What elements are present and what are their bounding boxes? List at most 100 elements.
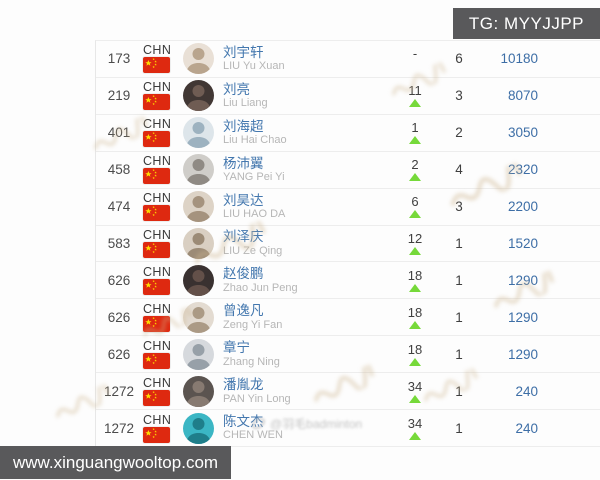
player-name-cell: 曾逸凡 Zeng Yi Fan — [216, 303, 388, 331]
player-name-en: PAN Yin Long — [223, 392, 291, 405]
rank-change-value: 6 — [411, 194, 419, 210]
player-avatar — [182, 301, 214, 333]
events-count: 1 — [455, 420, 463, 436]
country-cell: CHN — [142, 117, 180, 148]
player-name-cn: 潘胤龙 — [223, 377, 264, 393]
rank-value: 1272 — [103, 420, 135, 436]
events-count: 2 — [455, 125, 463, 141]
rank-value: 219 — [107, 88, 131, 104]
player-name-cn: 章宁 — [223, 340, 250, 356]
rank-change-cell: 2 — [388, 158, 442, 182]
country-code: CHN — [143, 301, 172, 316]
events-count: 4 — [455, 162, 463, 178]
player-row[interactable]: 173 CHN — [96, 41, 600, 78]
player-row[interactable]: 583 CHN — [96, 226, 600, 263]
player-name-cell: 刘亮 Liu Liang — [216, 82, 388, 110]
points-value: 8070 — [507, 88, 538, 104]
china-flag-icon — [143, 352, 170, 369]
country-cell: CHN — [142, 154, 180, 185]
avatar-cell — [180, 43, 216, 75]
avatar-cell — [180, 117, 216, 149]
events-count: 1 — [455, 272, 463, 288]
up-arrow-icon — [409, 320, 421, 329]
avatar-cell — [180, 191, 216, 223]
player-name-en: CHEN WEN — [223, 429, 283, 442]
events-count: 1 — [455, 235, 463, 251]
up-arrow-icon — [409, 210, 421, 219]
player-row[interactable]: 401 CHN — [96, 115, 600, 152]
player-name-en: Zhao Jun Peng — [223, 281, 298, 294]
player-name-cell: 杨沛翼 YANG Pei Yi — [216, 156, 388, 184]
rank-value: 173 — [107, 51, 131, 67]
player-name-en: Liu Liang — [223, 97, 268, 110]
player-name-cn: 刘宇轩 — [223, 44, 264, 60]
rank-change-value: 34 — [407, 415, 423, 431]
player-avatar — [182, 338, 214, 370]
country-cell: CHN — [142, 81, 180, 111]
player-name-cn: 赵俊鹏 — [223, 266, 264, 282]
china-flag-icon — [143, 205, 170, 222]
rank-change-value: 11 — [408, 83, 422, 99]
points-value: 2320 — [507, 162, 538, 178]
rank-change-value: 12 — [407, 230, 423, 246]
player-name-en: LIU HAO DA — [223, 208, 286, 221]
rank-change-value: 18 — [407, 341, 423, 357]
player-avatar — [182, 80, 214, 112]
avatar-cell — [180, 154, 216, 186]
china-flag-icon — [143, 168, 170, 185]
up-arrow-icon — [409, 136, 421, 145]
country-code: CHN — [143, 43, 172, 58]
player-row[interactable]: 458 CHN — [96, 152, 600, 189]
points-value: 2200 — [507, 199, 538, 215]
china-flag-icon — [143, 94, 170, 111]
player-row[interactable]: 626 CHN — [96, 262, 600, 300]
rank-change-value: 18 — [407, 267, 423, 283]
player-name-en: Liu Hai Chao — [223, 134, 287, 147]
avatar-cell — [180, 375, 216, 407]
player-name-cell: 刘昊达 LIU HAO DA — [216, 193, 388, 221]
player-name-cell: 刘宇轩 LIU Yu Xuan — [216, 45, 388, 73]
china-flag-icon — [143, 426, 170, 443]
country-code: CHN — [143, 154, 172, 169]
rank-change-value: 34 — [407, 378, 423, 394]
player-avatar — [182, 227, 214, 259]
up-arrow-icon — [409, 246, 421, 255]
player-row[interactable]: 474 CHN — [96, 189, 600, 226]
country-code: CHN — [143, 117, 172, 132]
player-row[interactable]: 1272 CHN — [96, 410, 600, 446]
telegram-badge: TG: MYYJJPP — [452, 8, 600, 39]
country-code: CHN — [143, 227, 172, 242]
events-count: 3 — [455, 88, 463, 104]
rank-value: 626 — [107, 346, 131, 362]
player-row[interactable]: 219 CHN — [96, 78, 600, 115]
up-arrow-icon — [409, 431, 421, 440]
player-name-en: LIU Ze Qing — [223, 244, 283, 257]
avatar-cell — [180, 301, 216, 333]
china-flag-icon — [143, 389, 170, 406]
country-cell: CHN — [142, 413, 180, 443]
country-cell: CHN — [142, 266, 180, 295]
china-flag-icon — [143, 315, 170, 332]
country-cell: CHN — [142, 229, 180, 258]
player-avatar — [182, 154, 214, 186]
china-flag-icon — [143, 131, 170, 148]
player-row[interactable]: 626 CHN — [96, 299, 600, 337]
player-avatar — [182, 375, 214, 407]
rank-change-cell: 1 — [388, 121, 442, 145]
player-name-cell: 潘胤龙 PAN Yin Long — [216, 377, 388, 405]
country-cell: CHN — [142, 376, 180, 406]
player-name-cn: 刘泽庆 — [223, 229, 264, 245]
player-avatar — [182, 117, 214, 149]
player-avatar — [182, 264, 214, 296]
rank-value: 583 — [107, 235, 131, 251]
country-cell: CHN — [142, 303, 180, 332]
china-flag-icon — [143, 241, 170, 258]
player-name-en: Zeng Yi Fan — [223, 318, 283, 331]
points-value: 240 — [515, 383, 538, 399]
player-row[interactable]: 626 CHN — [96, 336, 600, 374]
china-flag-icon — [143, 278, 170, 295]
up-arrow-icon — [409, 283, 421, 292]
player-row[interactable]: 1272 CHN — [96, 373, 600, 411]
rank-value: 626 — [107, 272, 131, 288]
